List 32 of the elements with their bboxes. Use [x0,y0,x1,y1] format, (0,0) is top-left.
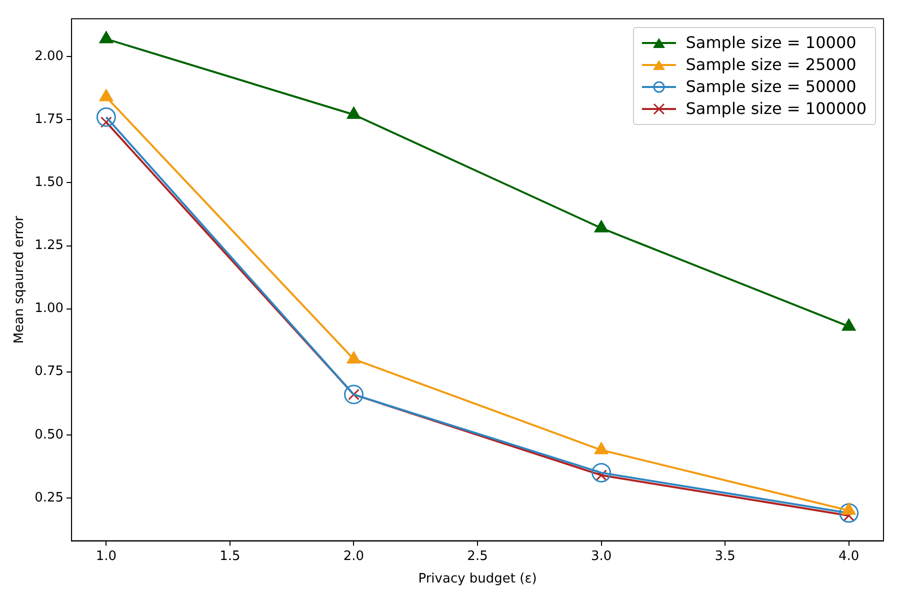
y-tick-label: 1.00 [34,301,64,316]
x-tick-label: 2.5 [467,548,488,564]
point [592,462,612,482]
x-tick-label: 3.0 [590,548,612,564]
legend-label: Sample size = 100000 [686,98,866,120]
y-tick-label: 1.50 [34,175,64,190]
point [99,31,114,44]
y-tick-label: 2.00 [34,49,64,64]
x-tick-label: 1.0 [96,548,117,564]
x-tick-label: 1.5 [220,548,240,564]
x-axis-title: Privacy budget (ε) [418,572,537,587]
y-tick-label: 1.25 [34,238,64,254]
x-tick-label: 4.0 [838,548,860,564]
legend-label: Sample size = 10000 [686,32,856,54]
legend-label: Sample size = 50000 [686,76,856,98]
point [346,351,361,364]
y-tick-label: 0.75 [34,364,64,380]
x-tick-label: 3.5 [714,548,736,564]
point [842,318,856,331]
point [346,106,361,119]
point [344,384,364,404]
point [594,220,608,232]
point [96,107,116,127]
y-tick-label: 0.50 [34,427,64,442]
point [99,89,114,102]
point [594,442,608,454]
legend-label: Sample size = 25000 [686,54,856,76]
point [839,503,859,523]
x-tick-label: 2.0 [343,548,364,564]
y-axis-title: Mean sqaured error [12,215,28,344]
y-tick-label: 0.25 [34,490,64,506]
y-tick-label: 1.75 [34,112,64,128]
